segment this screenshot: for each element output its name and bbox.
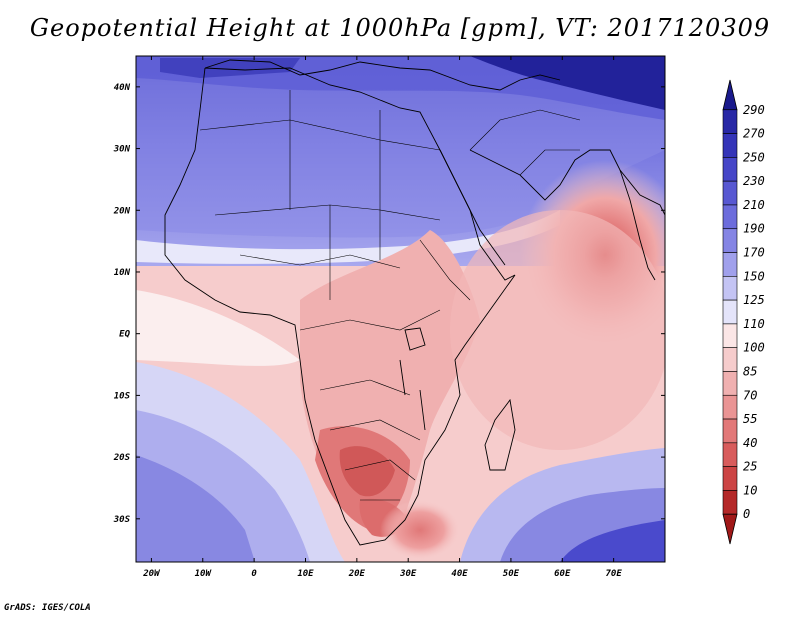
colorbar-label: 100 — [743, 341, 765, 355]
red-sea-coast — [439, 149, 506, 266]
field-gulf-white — [136, 290, 300, 366]
x-tick-label: 30E — [399, 569, 417, 579]
coastlines — [164, 59, 665, 546]
x-tick-label: 20W — [142, 569, 161, 579]
colorbar-bin — [722, 133, 738, 158]
colorbar-label: 190 — [743, 222, 765, 236]
field-south-ind-deep — [560, 520, 665, 562]
y-tick-label: 40N — [114, 83, 131, 93]
y-tick-label: 20N — [113, 206, 131, 216]
field-asia-darkest — [470, 56, 665, 110]
africa-coastline — [164, 67, 516, 546]
colorbar-label: 210 — [743, 198, 765, 212]
colorbar-label: 150 — [743, 269, 765, 283]
colorbar-label: 250 — [743, 150, 765, 164]
y-tick-label: 20S — [113, 453, 131, 463]
colorbar-label: 0 — [743, 507, 750, 521]
colorbar-bin — [722, 252, 738, 277]
colorbar-bin — [722, 228, 738, 253]
colorbar-label: 10 — [743, 483, 757, 497]
colorbar-bin — [722, 323, 738, 348]
india-coast — [619, 169, 656, 281]
field-agulhas-red — [380, 500, 460, 560]
colorbar-label: 230 — [743, 174, 765, 188]
field-light-band — [136, 210, 560, 264]
colorbar-bin — [722, 347, 738, 372]
colorbar-label: 170 — [743, 246, 765, 260]
grads-credit: GrADS: IGES/COLA — [4, 603, 91, 613]
colorbar-label: 110 — [743, 317, 765, 331]
x-tick-label: 10W — [195, 569, 213, 579]
colorbar-label: 125 — [743, 293, 765, 307]
colorbar-bin — [722, 418, 738, 444]
lake-tanganyika — [399, 359, 406, 396]
colorbar-bin — [722, 442, 738, 467]
x-tick-label: 40E — [451, 569, 468, 579]
colorbar-label: 25 — [743, 460, 757, 474]
colorbar-bin — [722, 204, 738, 230]
map-frame — [135, 55, 666, 563]
x-tick-label: 20E — [348, 569, 366, 579]
colorbar-bin — [722, 180, 738, 206]
x-tick-label: 0 — [251, 569, 257, 579]
y-axis-ticks: 40N 30N 20N 10N EQ 10S 20S 30S — [113, 83, 665, 525]
colorbar-label: 85 — [743, 364, 757, 378]
lake-malawi — [419, 389, 426, 431]
colorbar-arrow-bottom — [722, 513, 738, 545]
field-north-mid — [136, 56, 665, 238]
field-kalahari-core — [339, 446, 395, 497]
height-field — [136, 56, 665, 562]
x-tick-label: 60E — [554, 569, 571, 579]
colorbar-bin — [722, 276, 738, 301]
x-tick-label: 70E — [606, 569, 623, 579]
colorbar-label: 40 — [743, 436, 757, 450]
colorbar: 2902702502302101901701501251101008570554… — [722, 79, 765, 545]
field-south-atl-deep — [136, 455, 255, 562]
madagascar — [484, 398, 516, 471]
colorbar-label: 290 — [743, 103, 765, 117]
colorbar-bin — [722, 157, 738, 182]
arabia-coastline — [469, 149, 665, 216]
colorbar-label: 55 — [743, 412, 757, 426]
y-tick-label: 30S — [113, 515, 131, 525]
colorbar-bin — [722, 394, 738, 420]
colorbar-label: 270 — [743, 127, 765, 141]
y-tick-label: EQ — [119, 330, 130, 340]
colorbar-bin — [722, 490, 738, 515]
map-title: Geopotential Height at 1000hPa [gpm], VT… — [29, 14, 771, 42]
colorbar-label: 70 — [743, 388, 757, 402]
europe-coast — [204, 59, 561, 91]
x-tick-label: 10E — [297, 569, 314, 579]
colorbar-bin — [722, 109, 738, 134]
colorbar-bin — [722, 466, 738, 491]
lake-victoria — [404, 327, 426, 351]
y-tick-label: 10N — [114, 268, 131, 278]
x-axis-ticks: 20W 10W 0 10E 20E 30E 40E 50E 60E 70E — [142, 56, 622, 579]
colorbar-bin — [722, 371, 738, 396]
borders — [199, 90, 581, 501]
y-tick-label: 10S — [114, 391, 131, 401]
field-med-deep — [160, 58, 300, 78]
x-tick-label: 50E — [503, 569, 520, 579]
y-tick-label: 30N — [113, 145, 131, 155]
colorbar-bin — [722, 299, 738, 325]
field-indian-ocean-red — [450, 210, 665, 450]
colorbar-arrow-top — [722, 79, 738, 111]
